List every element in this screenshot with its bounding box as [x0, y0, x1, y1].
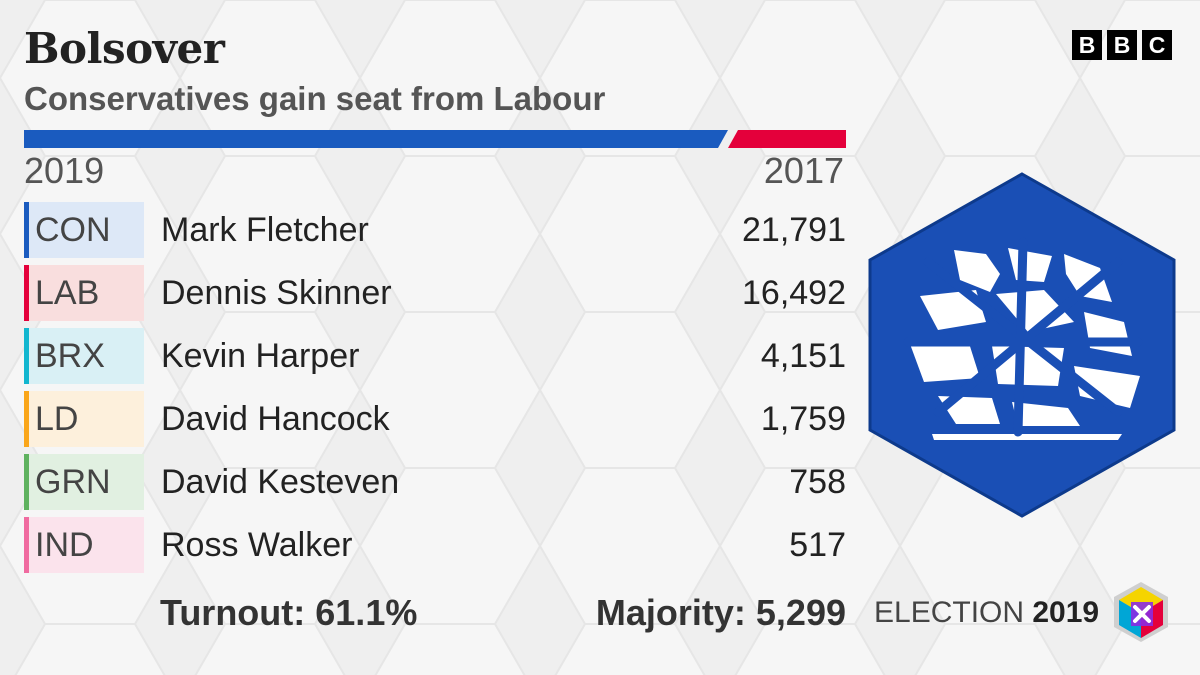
bbc-logo: B B C: [1072, 30, 1172, 60]
candidate-name: Mark Fletcher: [161, 211, 369, 249]
candidate-name: Dennis Skinner: [161, 274, 392, 312]
seat-change-bar: [24, 130, 846, 148]
current-year-label: 2019: [24, 150, 105, 191]
candidate-name: Kevin Harper: [161, 337, 360, 375]
result-row-grn: GRN David Kesteven 758: [24, 454, 846, 510]
result-row-con: CON Mark Fletcher 21,791: [24, 202, 846, 258]
election-2019-label: ELECTION 2019: [874, 596, 1099, 630]
result-row-lab: LAB Dennis Skinner 16,492: [24, 265, 846, 321]
result-subtitle: Conservatives gain seat from Labour: [24, 80, 606, 117]
turnout-label: Turnout: 61.1%: [160, 592, 418, 633]
vote-count: 517: [789, 526, 846, 564]
candidate-name: David Hancock: [161, 400, 390, 438]
candidate-name: Ross Walker: [161, 526, 353, 564]
party-code: GRN: [24, 454, 144, 510]
result-row-ld: LD David Hancock 1,759: [24, 391, 846, 447]
bbc-logo-letter: B: [1072, 30, 1102, 60]
election-word: ELECTION: [874, 596, 1025, 629]
vote-count: 758: [789, 463, 846, 501]
candidate-name: David Kesteven: [161, 463, 400, 501]
majority-label: Majority: 5,299: [595, 592, 846, 633]
party-code: IND: [24, 517, 144, 573]
party-code: CON: [24, 202, 144, 258]
vote-count: 4,151: [760, 337, 846, 375]
result-row-ind: IND Ross Walker 517: [24, 517, 846, 573]
conservative-tree-logo-icon: [868, 172, 1176, 518]
constituency-title: Bolsover: [24, 24, 225, 73]
bbc-logo-letter: C: [1142, 30, 1172, 60]
winner-bar: [24, 130, 728, 148]
vote-count: 21,791: [742, 211, 846, 249]
party-code: LAB: [24, 265, 144, 321]
party-code: LD: [24, 391, 144, 447]
election-year: 2019: [1032, 596, 1100, 629]
election-x-cube-icon: [1114, 582, 1168, 642]
vote-count: 1,759: [760, 400, 846, 438]
result-row-brx: BRX Kevin Harper 4,151: [24, 328, 846, 384]
party-code: BRX: [24, 328, 144, 384]
previous-winner-bar: [728, 130, 846, 148]
vote-count: 16,492: [742, 274, 846, 312]
previous-year-label: 2017: [763, 150, 844, 191]
bbc-logo-letter: B: [1107, 30, 1137, 60]
